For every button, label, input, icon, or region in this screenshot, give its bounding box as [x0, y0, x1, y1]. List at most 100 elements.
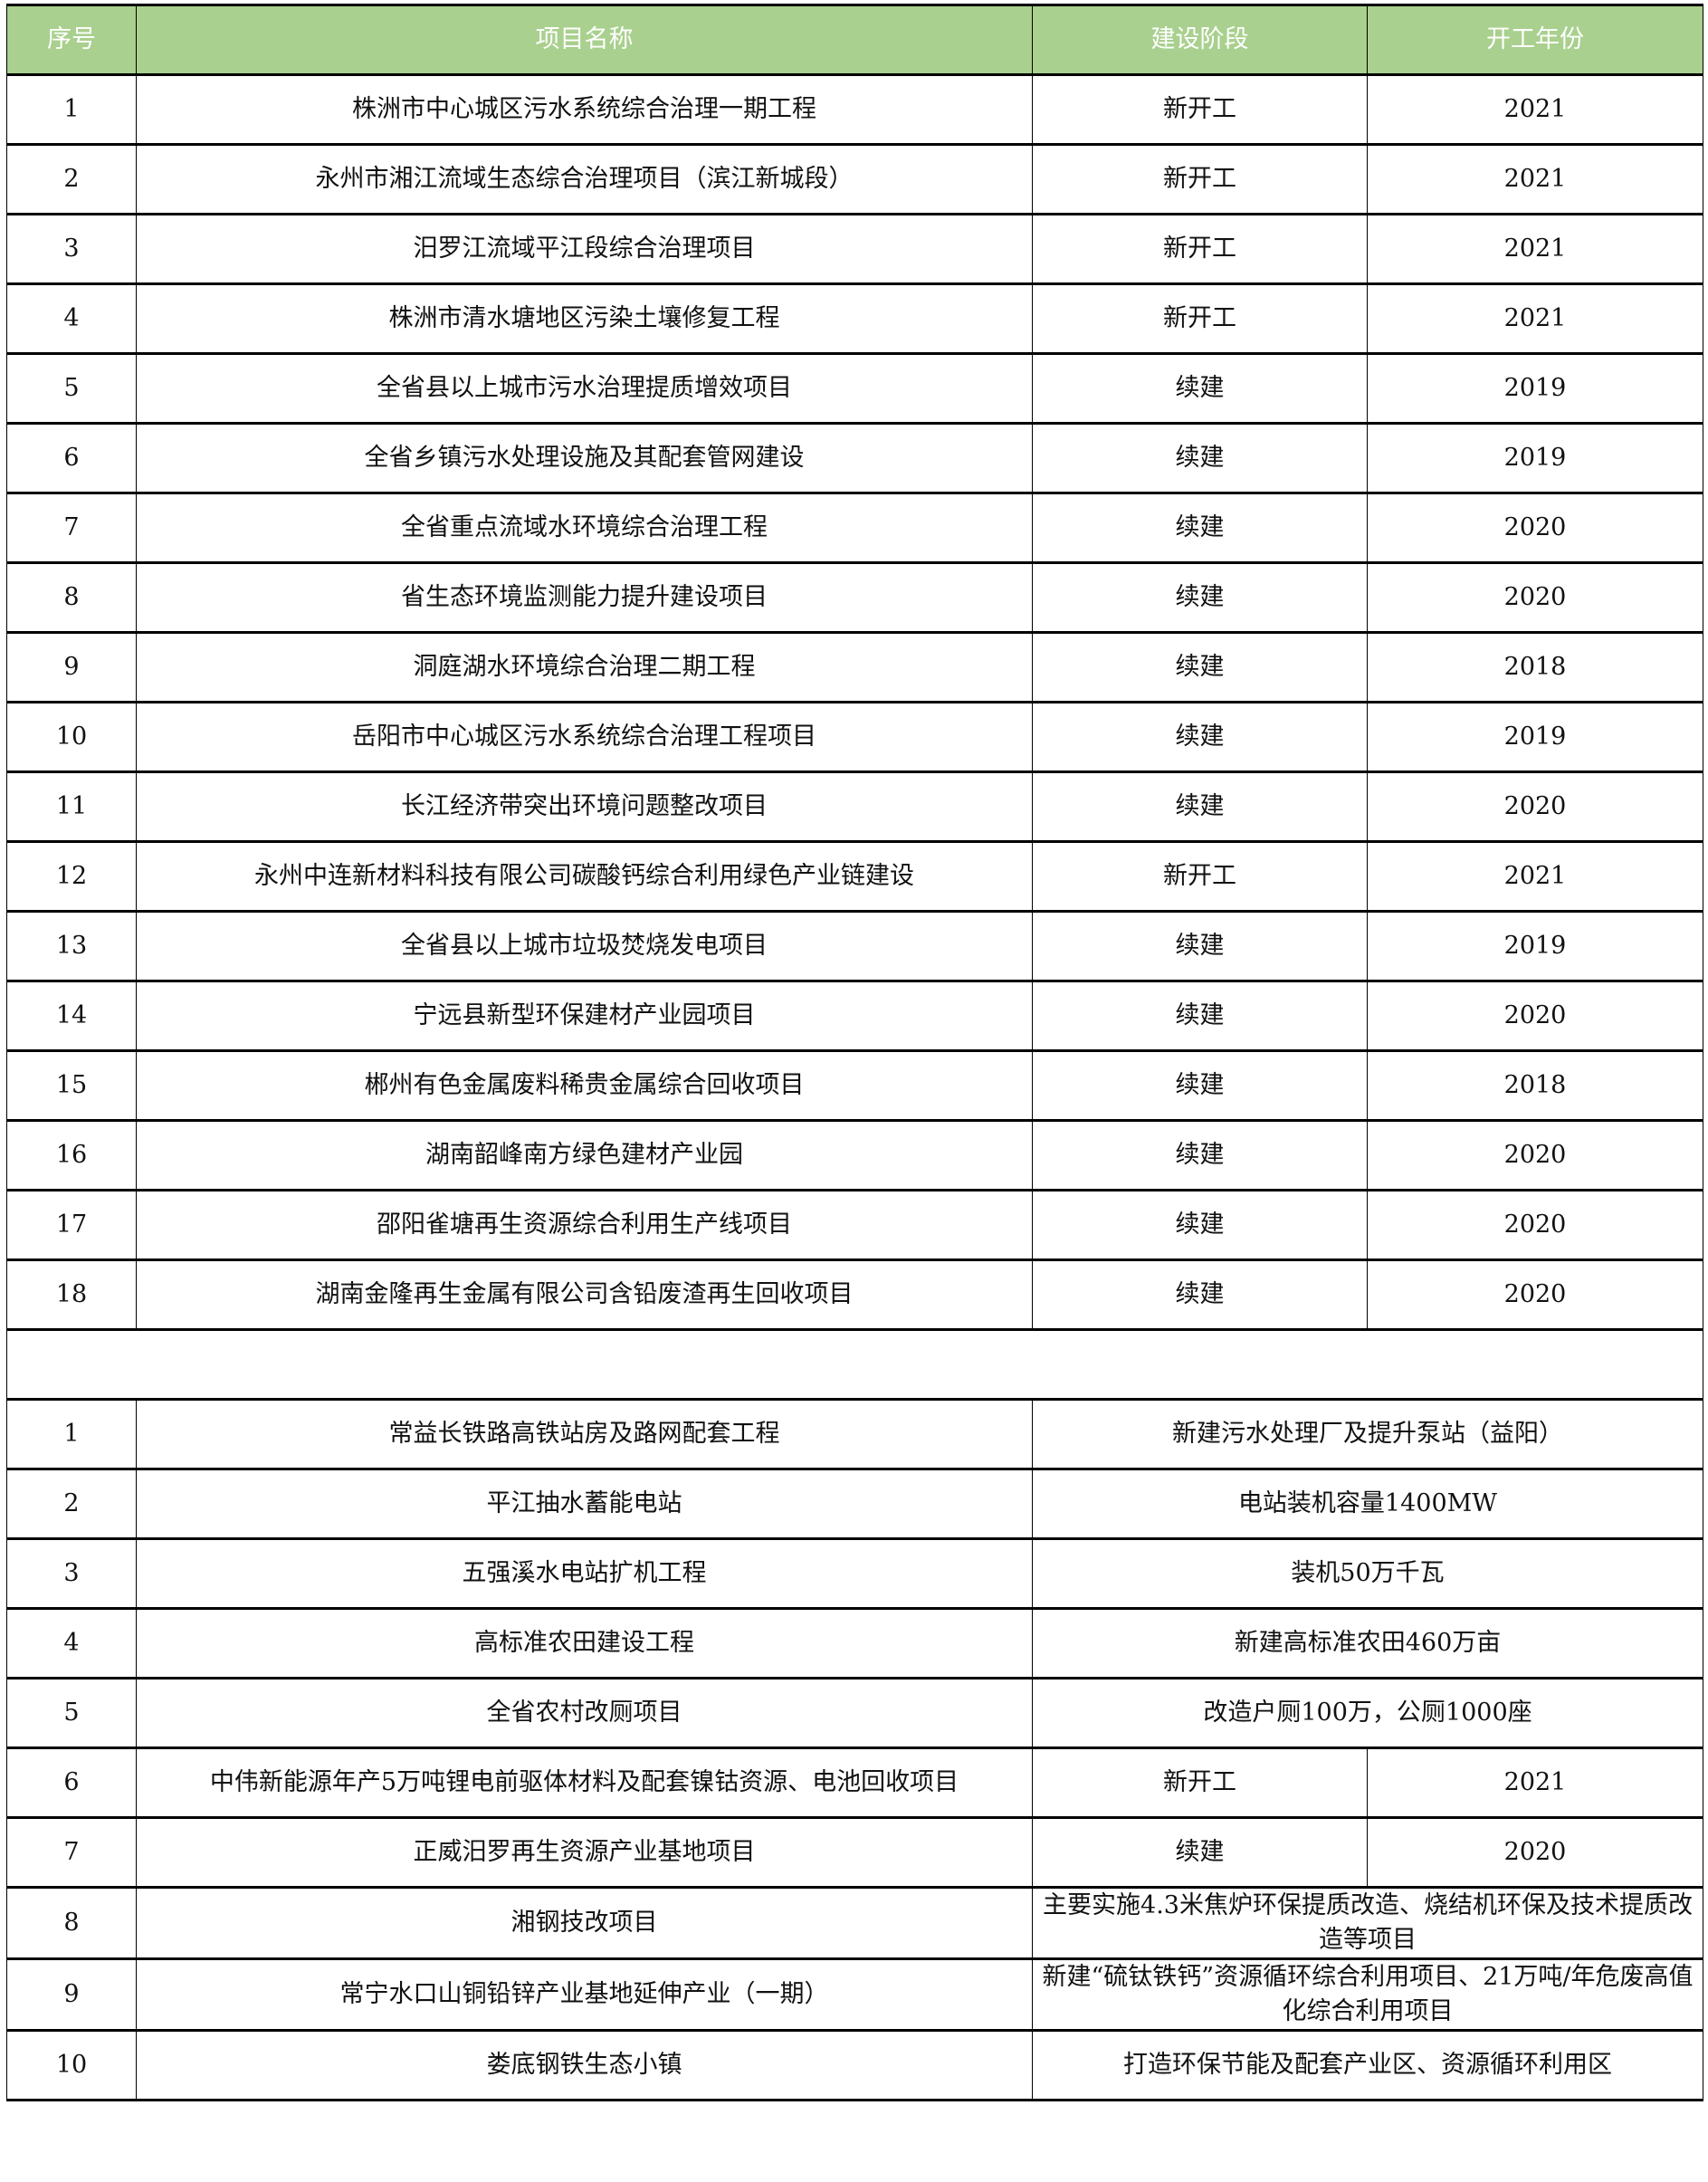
construction-stage: 续建: [1032, 701, 1368, 773]
row-number: 9: [6, 631, 137, 703]
start-year: 2019: [1367, 422, 1703, 494]
table-row: 7 全省重点流域水环境综合治理工程 续建 2020: [6, 492, 1703, 564]
project-name: 全省乡镇污水处理设施及其配套管网建设: [136, 422, 1033, 494]
header-name: 项目名称: [136, 4, 1033, 76]
row-number: 15: [6, 1049, 137, 1122]
project-name: 邵阳雀塘再生资源综合利用生产线项目: [136, 1189, 1033, 1261]
project-name: 湖南韶峰南方绿色建材产业园: [136, 1119, 1033, 1191]
row-number: 7: [6, 1816, 137, 1889]
project-detail: 新建高标准农田460万亩: [1032, 1607, 1703, 1680]
construction-stage: 续建: [1032, 910, 1368, 982]
start-year: 2020: [1367, 1119, 1703, 1191]
row-number: 2: [6, 1468, 137, 1540]
project-name: 永州市湘江流域生态综合治理项目（滨江新城段）: [136, 143, 1033, 215]
construction-stage: 续建: [1032, 631, 1368, 703]
start-year: 2020: [1367, 980, 1703, 1052]
project-name: 永州中连新材料科技有限公司碳酸钙综合利用绿色产业链建设: [136, 840, 1033, 913]
project-detail: 新建污水处理厂及提升泵站（益阳）: [1032, 1398, 1703, 1470]
project-name: 娄底钢铁生态小镇: [136, 2029, 1033, 2101]
project-name: 株洲市中心城区污水系统综合治理一期工程: [136, 73, 1033, 146]
row-number: 18: [6, 1258, 137, 1331]
row-number: 6: [6, 1747, 137, 1819]
row-number: 5: [6, 352, 137, 425]
project-detail: 主要实施4.3米焦炉环保提质改造、烧结机环保及技术提质改造等项目: [1032, 1886, 1703, 1960]
construction-stage: 续建: [1032, 561, 1368, 634]
construction-stage: 续建: [1032, 1258, 1368, 1331]
project-name: 宁远县新型环保建材产业园项目: [136, 980, 1033, 1052]
table-row: 9 洞庭湖水环境综合治理二期工程 续建 2018: [6, 631, 1703, 703]
table-row: 1 株洲市中心城区污水系统综合治理一期工程 新开工 2021: [6, 73, 1703, 146]
project-detail: 装机50万千瓦: [1032, 1537, 1703, 1610]
table-row: 10 娄底钢铁生态小镇 打造环保节能及配套产业区、资源循环利用区: [6, 2029, 1703, 2101]
project-name: 洞庭湖水环境综合治理二期工程: [136, 631, 1033, 703]
table-row: 5 全省农村改厕项目 改造户厕100万，公厕1000座: [6, 1677, 1703, 1749]
start-year: 2021: [1367, 73, 1703, 146]
row-number: 10: [6, 701, 137, 773]
start-year: 2018: [1367, 631, 1703, 703]
project-name: 湘钢技改项目: [136, 1886, 1033, 1960]
row-number: 16: [6, 1119, 137, 1191]
construction-stage: 新开工: [1032, 1747, 1368, 1819]
construction-stage: 续建: [1032, 1119, 1368, 1191]
project-name: 平江抽水蓄能电站: [136, 1468, 1033, 1540]
table-row: 16 湖南韶峰南方绿色建材产业园 续建 2020: [6, 1119, 1703, 1191]
table-row: 5 全省县以上城市污水治理提质增效项目 续建 2019: [6, 352, 1703, 425]
construction-stage: 新开工: [1032, 143, 1368, 215]
start-year: 2021: [1367, 840, 1703, 913]
start-year: 2020: [1367, 1258, 1703, 1331]
row-number: 7: [6, 492, 137, 564]
row-number: 5: [6, 1677, 137, 1749]
table-row: 7 正威汨罗再生资源产业基地项目 续建 2020: [6, 1816, 1703, 1889]
table-row: 15 郴州有色金属废料稀贵金属综合回收项目 续建 2018: [6, 1049, 1703, 1122]
start-year: 2021: [1367, 282, 1703, 355]
row-number: 6: [6, 422, 137, 494]
table-row: 18 湖南金隆再生金属有限公司含铅废渣再生回收项目 续建 2020: [6, 1258, 1703, 1331]
construction-stage: 新开工: [1032, 213, 1368, 285]
row-number: 4: [6, 282, 137, 355]
start-year: 2021: [1367, 1747, 1703, 1819]
start-year: 2020: [1367, 561, 1703, 634]
row-number: 14: [6, 980, 137, 1052]
project-name: 汨罗江流域平江段综合治理项目: [136, 213, 1033, 285]
row-number: 3: [6, 1537, 137, 1610]
row-number: 1: [6, 1398, 137, 1470]
construction-stage: 续建: [1032, 1816, 1368, 1889]
project-detail: 打造环保节能及配套产业区、资源循环利用区: [1032, 2029, 1703, 2101]
table-row: 6 中伟新能源年产5万吨锂电前驱体材料及配套镍钴资源、电池回收项目 新开工 2021: [6, 1747, 1703, 1819]
row-number: 4: [6, 1607, 137, 1680]
blank-separator-row: [6, 1328, 1703, 1401]
table-row: 1 常益长铁路高铁站房及路网配套工程 新建污水处理厂及提升泵站（益阳）: [6, 1398, 1703, 1470]
project-name: 郴州有色金属废料稀贵金属综合回收项目: [136, 1049, 1033, 1122]
project-name: 正威汨罗再生资源产业基地项目: [136, 1816, 1033, 1889]
construction-stage: 续建: [1032, 422, 1368, 494]
project-name: 中伟新能源年产5万吨锂电前驱体材料及配套镍钴资源、电池回收项目: [136, 1747, 1033, 1819]
row-number: 8: [6, 561, 137, 634]
start-year: 2021: [1367, 213, 1703, 285]
start-year: 2020: [1367, 1816, 1703, 1889]
start-year: 2021: [1367, 143, 1703, 215]
row-number: 10: [6, 2029, 137, 2101]
project-name: 岳阳市中心城区污水系统综合治理工程项目: [136, 701, 1033, 773]
construction-stage: 续建: [1032, 1049, 1368, 1122]
project-name: 全省重点流域水环境综合治理工程: [136, 492, 1033, 564]
construction-stage: 新开工: [1032, 840, 1368, 913]
table-row: 12 永州中连新材料科技有限公司碳酸钙综合利用绿色产业链建设 新开工 2021: [6, 840, 1703, 913]
construction-stage: 续建: [1032, 352, 1368, 425]
table-row: 17 邵阳雀塘再生资源综合利用生产线项目 续建 2020: [6, 1189, 1703, 1261]
start-year: 2019: [1367, 910, 1703, 982]
table-row: 2 永州市湘江流域生态综合治理项目（滨江新城段） 新开工 2021: [6, 143, 1703, 215]
table-row: 10 岳阳市中心城区污水系统综合治理工程项目 续建 2019: [6, 701, 1703, 773]
row-number: 1: [6, 73, 137, 146]
project-name: 常益长铁路高铁站房及路网配套工程: [136, 1398, 1033, 1470]
projects-table: 序号 项目名称 建设阶段 开工年份 1 株洲市中心城区污水系统综合治理一期工程 新开…: [6, 4, 1703, 2101]
table-row: 4 株洲市清水塘地区污染土壤修复工程 新开工 2021: [6, 282, 1703, 355]
row-number: 12: [6, 840, 137, 913]
project-name: 全省县以上城市垃圾焚烧发电项目: [136, 910, 1033, 982]
table-row: 2 平江抽水蓄能电站 电站装机容量1400MW: [6, 1468, 1703, 1540]
header-no: 序号: [6, 4, 137, 76]
project-name: 株洲市清水塘地区污染土壤修复工程: [136, 282, 1033, 355]
table-row: 6 全省乡镇污水处理设施及其配套管网建设 续建 2019: [6, 422, 1703, 494]
project-detail: 新建“硫钛铁钙”资源循环综合利用项目、21万吨/年危废高值化综合利用项目: [1032, 1957, 1703, 2032]
table-row: 14 宁远县新型环保建材产业园项目 续建 2020: [6, 980, 1703, 1052]
row-number: 2: [6, 143, 137, 215]
